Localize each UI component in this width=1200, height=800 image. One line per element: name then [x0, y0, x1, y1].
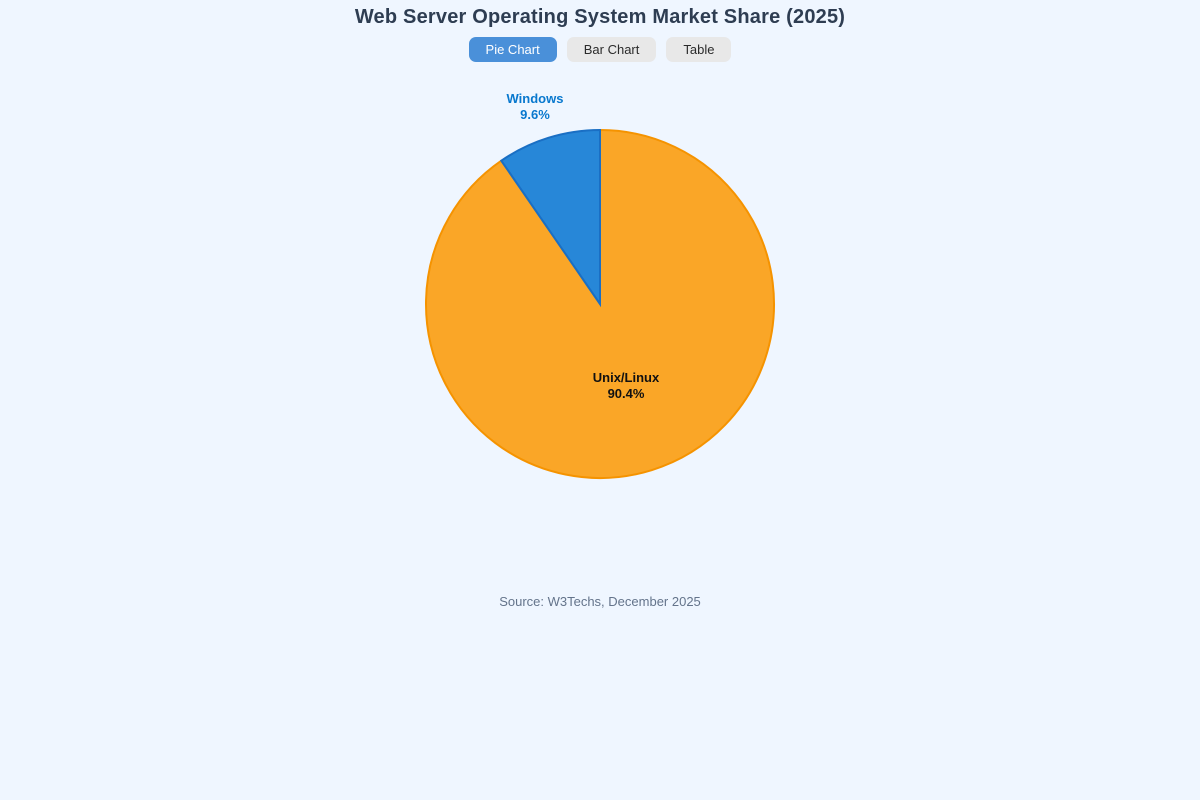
slice-label-unix-linux-pct: 90.4%	[607, 386, 645, 401]
pie-slice-windows	[499, 128, 601, 308]
slice-label-windows: Windows 9.6%	[480, 91, 590, 123]
tab-bar-chart[interactable]: Bar Chart	[566, 37, 657, 62]
view-tabs: Pie Chart Bar Chart Table	[0, 37, 1200, 62]
page-title: Web Server Operating System Market Share…	[354, 6, 846, 28]
slice-label-unix-linux: Unix/Linux 90.4%	[571, 370, 681, 402]
tab-table[interactable]: Table	[666, 37, 732, 62]
pie-chart	[424, 128, 776, 480]
tab-pie-chart[interactable]: Pie Chart	[468, 37, 557, 62]
pie-chart-svg	[425, 128, 775, 479]
slice-label-windows-pct: 9.6%	[520, 107, 550, 122]
source-note: Source: W3Techs, December 2025	[499, 594, 701, 609]
slice-label-windows-name: Windows	[506, 91, 564, 106]
slice-label-unix-linux-name: Unix/Linux	[592, 370, 660, 385]
